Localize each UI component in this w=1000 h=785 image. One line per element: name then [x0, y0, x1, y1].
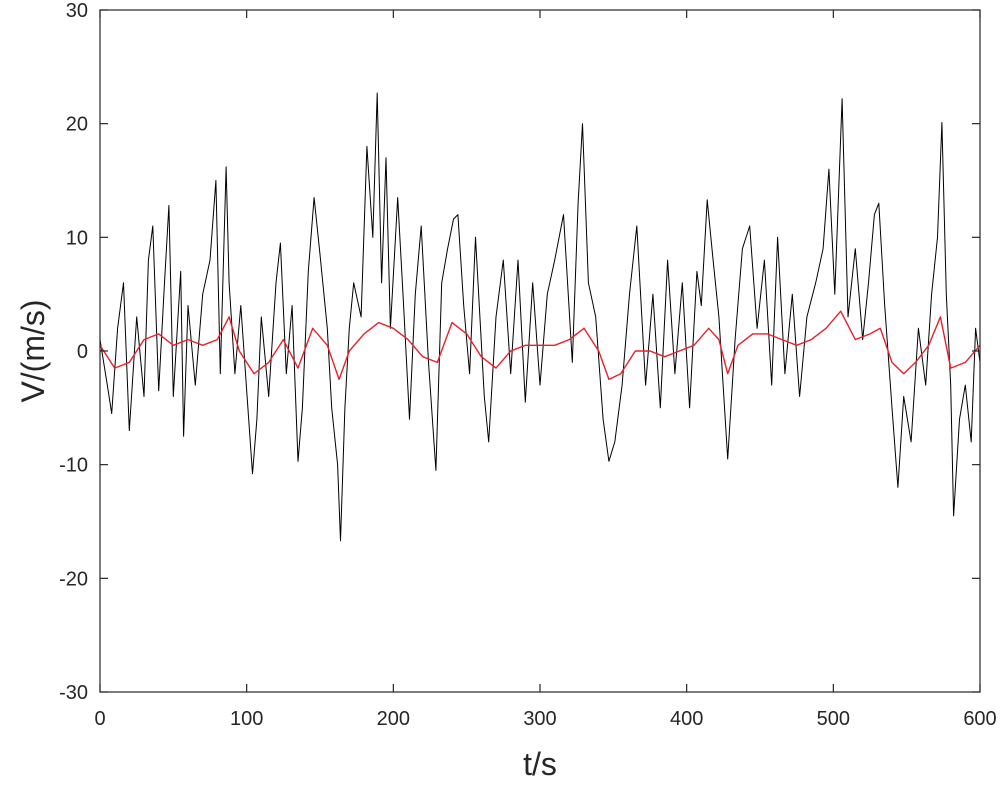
- series-layer: [99, 92, 981, 542]
- x-tick-label: 300: [523, 708, 556, 730]
- tick-layer: [99, 9, 981, 693]
- y-tick-label: -30: [59, 682, 88, 704]
- series-line-2: [99, 310, 981, 381]
- y-tick-label: 10: [66, 227, 88, 249]
- y-tick-labels: 30 20 10 0 -10 -20 -30: [59, 0, 88, 704]
- x-tick-label: 400: [670, 708, 703, 730]
- x-tick-label: 100: [230, 708, 263, 730]
- y-tick-label: -20: [59, 568, 88, 590]
- series-line-1: [99, 92, 981, 542]
- x-axis-label: t/s: [523, 746, 557, 782]
- y-axis-label: V/(m/s): [15, 299, 51, 402]
- y-tick-label: 20: [66, 114, 88, 136]
- y-tick-label: -10: [59, 455, 88, 477]
- x-tick-label: 200: [377, 708, 410, 730]
- x-tick-label: 0: [94, 708, 105, 730]
- y-tick-label: 30: [66, 0, 88, 22]
- x-tick-label: 600: [963, 708, 996, 730]
- y-tick-label: 0: [77, 341, 88, 363]
- x-tick-label: 500: [817, 708, 850, 730]
- plot-frame: [99, 9, 981, 693]
- x-tick-labels: 0 100 200 300 400 500 600: [94, 708, 996, 730]
